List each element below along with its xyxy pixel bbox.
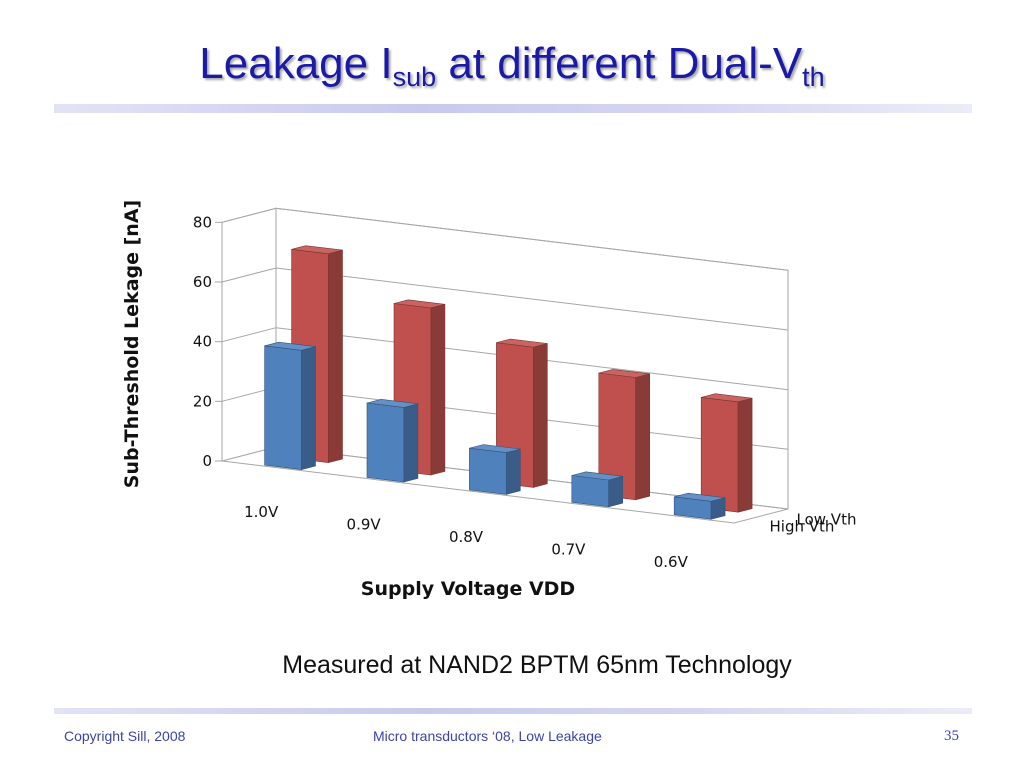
footer-divider (54, 708, 972, 714)
y-tick-label: 20 (193, 392, 212, 410)
y-tick-label: 0 (202, 452, 212, 470)
leakage-bar-chart: 0 20 40 60 80 1.0V 0.9V 0.8V 0.7V 0.6V Low VthHigh… (121, 200, 857, 600)
footer-copyright: Copyright Sill, 2008 (64, 728, 186, 744)
series-label: High Vth (770, 518, 835, 536)
title-subscript-th: th (802, 62, 825, 92)
bar-face (430, 303, 446, 476)
series-label: Low Vth (797, 511, 857, 529)
x-tick-label: 1.0V (244, 503, 279, 521)
x-tick-label: 0.9V (347, 516, 382, 534)
title-part1: Leakage I (199, 39, 393, 88)
bar-face (635, 373, 651, 501)
bar-face (264, 345, 302, 470)
bar-face (393, 299, 445, 309)
x-tick-label: 0.6V (654, 553, 689, 571)
slide-title: Leakage Isub at different Dual-Vth (0, 36, 1024, 92)
bar-face (608, 475, 624, 508)
bar-face (598, 369, 650, 378)
bar-face (496, 338, 548, 348)
bar-face (701, 393, 753, 403)
footer-center-text: Micro transductors ‘08, Low Leakage (373, 728, 602, 744)
bar-high-vth-0 (264, 341, 316, 470)
title-divider (54, 104, 972, 113)
bar-face (674, 492, 726, 502)
bar-face (700, 397, 739, 513)
bar-low-vth-3 (598, 369, 651, 501)
bar-face (403, 403, 419, 483)
x-axis-title: Supply Voltage VDD (361, 578, 575, 600)
title-subscript-sub: sub (392, 62, 437, 92)
y-tick-label: 80 (193, 213, 212, 231)
bar-high-vth-4 (673, 492, 726, 520)
bar-face (571, 475, 610, 508)
bar-face (366, 402, 405, 483)
bar-high-vth-1 (366, 398, 419, 483)
bar-face (469, 447, 507, 495)
bar-face (571, 471, 623, 481)
bar-high-vth-2 (469, 444, 521, 495)
bar-face (291, 245, 343, 255)
gridline (221, 267, 789, 331)
y-axis-title: Sub-Threshold Lekage [nA] (121, 200, 143, 488)
bar-face (505, 448, 521, 495)
floor (221, 446, 789, 524)
bar-high-vth-3 (571, 471, 624, 508)
y-tick-label: 40 (193, 333, 212, 351)
y-tick-label: 60 (193, 273, 212, 291)
bar-face (264, 341, 316, 351)
gridline (221, 327, 789, 391)
x-tick-label: 0.7V (551, 540, 586, 558)
bar-face (532, 343, 548, 488)
title-part2: at different Dual-V (436, 39, 803, 88)
bar-face (366, 398, 418, 408)
footer-page-number: 35 (944, 728, 959, 744)
bar-face (737, 397, 753, 513)
chart-caption: Measured at NAND2 BPTM 65nm Technology (282, 651, 792, 679)
bar-face (301, 346, 316, 470)
bar-low-vth-4 (700, 393, 753, 513)
gridline (221, 207, 789, 271)
bar-face (328, 249, 343, 463)
bar-face (469, 444, 521, 453)
x-tick-label: 0.8V (449, 528, 484, 546)
